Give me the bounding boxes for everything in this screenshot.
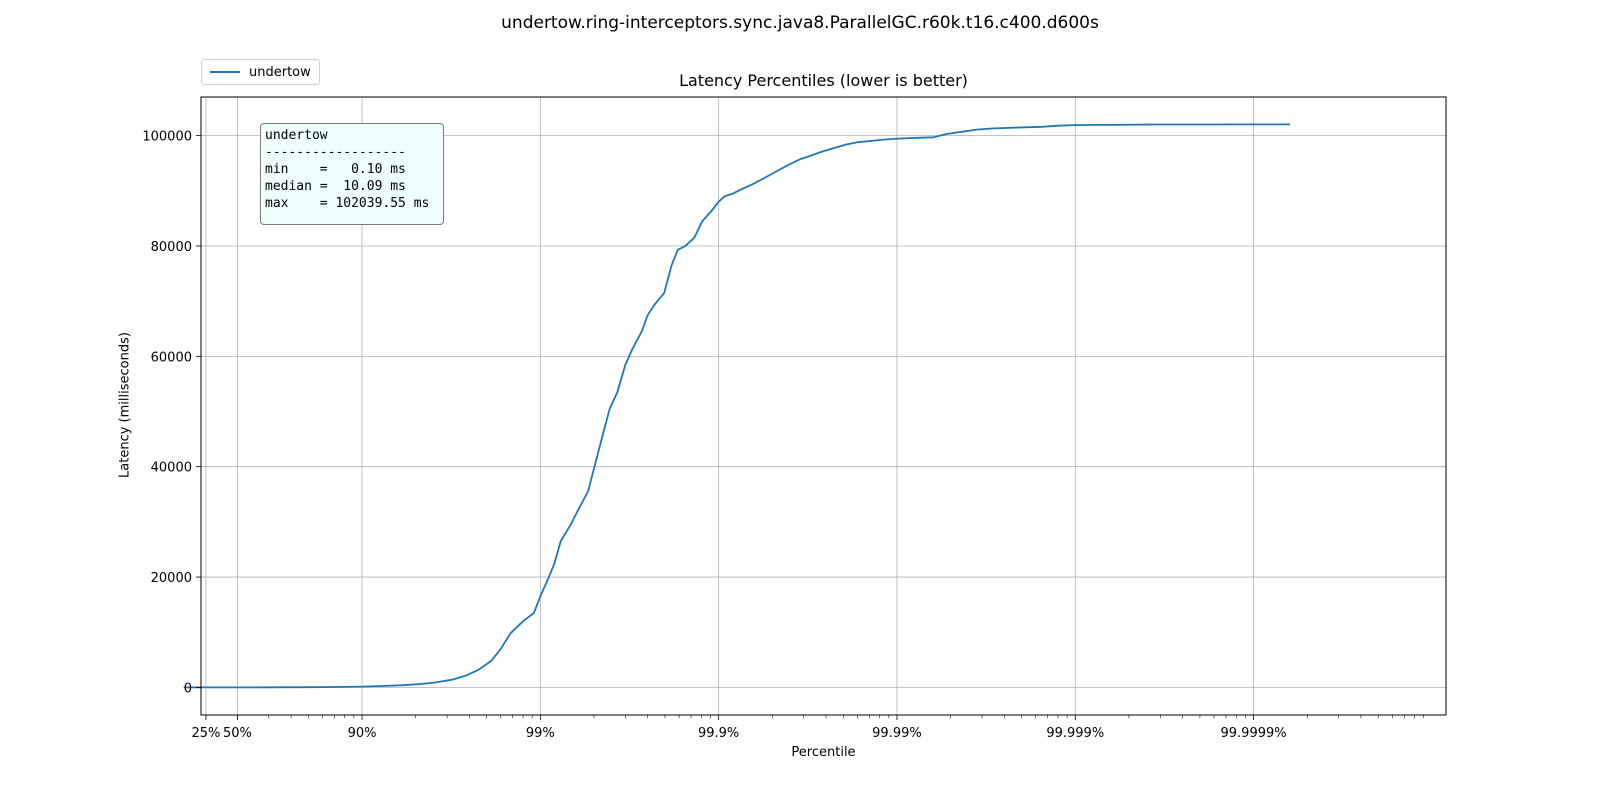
y-tick-label: 80000	[151, 240, 192, 255]
x-tick-label: 50%	[223, 726, 252, 741]
y-tick-label: 0	[184, 681, 192, 696]
x-tick-label: 99.999%	[1046, 726, 1104, 741]
legend-label: undertow	[249, 64, 311, 80]
x-tick-label: 99.99%	[872, 726, 922, 741]
x-tick-label: 99%	[526, 726, 555, 741]
y-tick-label: 60000	[151, 350, 192, 365]
stats-line-divider: ------------------	[265, 145, 406, 160]
x-axis-label: Percentile	[791, 745, 856, 760]
axis-ticks: 25% 50% 90% 99% 99.9% 99.99% 99.999% 99.9999% 0 2…	[142, 130, 1425, 741]
y-tick-label: 20000	[151, 571, 192, 586]
stats-line-min: min = 0.10 ms	[265, 162, 406, 177]
grid-lines	[201, 97, 1446, 715]
stats-box: undertow ------------------ min = 0.10 m…	[260, 123, 444, 225]
stats-line-max: max = 102039.55 ms	[265, 196, 430, 211]
series-line-undertow	[183, 123, 1290, 689]
chart-title: Latency Percentiles (lower is better)	[679, 71, 968, 90]
x-tick-label: 99.9%	[698, 726, 739, 741]
x-tick-label: 99.9999%	[1221, 726, 1287, 741]
x-tick-label: 25%	[192, 726, 221, 741]
legend: undertow	[201, 59, 320, 85]
x-tick-label: 90%	[348, 726, 377, 741]
y-tick-label: 40000	[151, 461, 192, 476]
stats-line-median: median = 10.09 ms	[265, 179, 406, 194]
y-tick-label: 100000	[142, 130, 192, 145]
series-layer	[183, 123, 1290, 689]
y-axis-label: Latency (milliseconds)	[117, 332, 133, 478]
legend-swatch	[210, 71, 240, 73]
stats-line-name: undertow	[265, 128, 328, 143]
plot-frame	[200, 96, 1447, 716]
figure-title: undertow.ring-interceptors.sync.java8.Pa…	[501, 13, 1099, 33]
